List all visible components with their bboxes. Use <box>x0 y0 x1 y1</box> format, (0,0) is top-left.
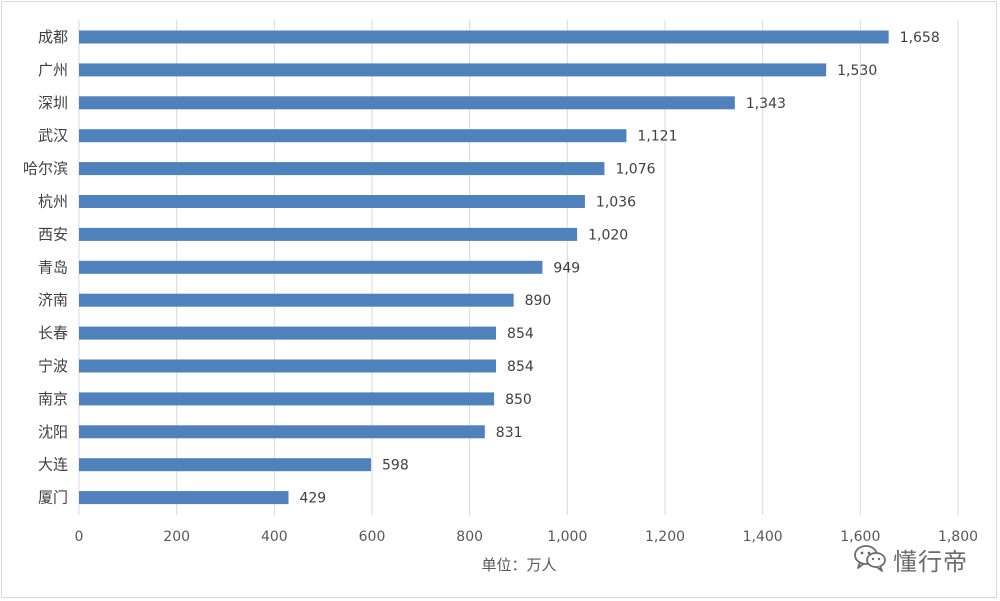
bars <box>79 30 889 505</box>
value-label: 1,658 <box>900 30 940 46</box>
category-label: 成都 <box>38 28 68 46</box>
bar <box>79 129 627 143</box>
value-labels: 1,658 1,530 1,343 1,121 1,076 1,036 1,020 949 89… <box>299 30 939 507</box>
value-label: 429 <box>299 491 326 507</box>
bar <box>79 96 735 110</box>
bar <box>79 260 543 274</box>
category-label: 南京 <box>38 390 68 408</box>
wechat-icon <box>853 543 887 577</box>
category-label: 杭州 <box>38 193 68 211</box>
value-label: 1,343 <box>746 96 786 112</box>
x-tick-label: 1,200 <box>645 529 685 545</box>
bar <box>79 293 514 307</box>
value-label: 1,036 <box>596 195 636 211</box>
x-tick-label: 0 <box>75 529 84 545</box>
value-label: 854 <box>507 359 534 375</box>
value-label: 850 <box>505 392 532 408</box>
category-label: 哈尔滨 <box>23 160 68 178</box>
category-label: 西安 <box>38 225 68 243</box>
x-tick-label: 1,600 <box>840 529 880 545</box>
bar <box>79 63 827 77</box>
bar <box>79 359 497 373</box>
x-tick-label: 1,800 <box>938 529 978 545</box>
value-label: 854 <box>507 326 534 342</box>
x-tick-label: 1,000 <box>547 529 587 545</box>
bar <box>79 326 497 340</box>
value-label: 1,530 <box>837 63 877 79</box>
x-tick-labels: 0 200 400 600 800 1,000 1,200 1,400 1,600 1,800 <box>75 529 979 545</box>
x-tick-label: 800 <box>456 529 483 545</box>
category-label: 长春 <box>38 324 68 342</box>
category-label: 武汉 <box>38 127 68 145</box>
category-label: 大连 <box>38 456 68 474</box>
bar <box>79 162 605 176</box>
x-tick-label: 600 <box>359 529 386 545</box>
category-label: 沈阳 <box>38 423 68 441</box>
category-label: 广州 <box>38 61 68 79</box>
watermark: 懂行帝 <box>853 542 968 577</box>
bar <box>79 458 372 472</box>
category-label: 济南 <box>38 291 68 309</box>
value-label: 831 <box>496 425 523 441</box>
bar <box>79 195 585 208</box>
bar <box>79 30 889 44</box>
value-label: 949 <box>553 260 580 276</box>
watermark-text: 懂行帝 <box>893 548 968 576</box>
value-label: 1,020 <box>588 227 628 243</box>
category-label: 青岛 <box>38 258 68 276</box>
bar <box>79 392 495 406</box>
category-label: 深圳 <box>38 94 68 112</box>
x-tick-label: 400 <box>261 529 288 545</box>
value-label: 1,076 <box>615 162 655 178</box>
x-axis-unit-label: 单位：万人 <box>481 556 556 574</box>
bar <box>79 227 578 241</box>
category-label: 宁波 <box>38 357 68 375</box>
value-label: 890 <box>525 293 552 309</box>
category-label: 厦门 <box>38 489 68 507</box>
bar <box>79 425 485 439</box>
x-tick-label: 200 <box>163 529 190 545</box>
bar <box>79 491 289 505</box>
value-label: 598 <box>382 458 409 474</box>
x-tick-label: 1,400 <box>743 529 783 545</box>
value-label: 1,121 <box>637 129 677 145</box>
